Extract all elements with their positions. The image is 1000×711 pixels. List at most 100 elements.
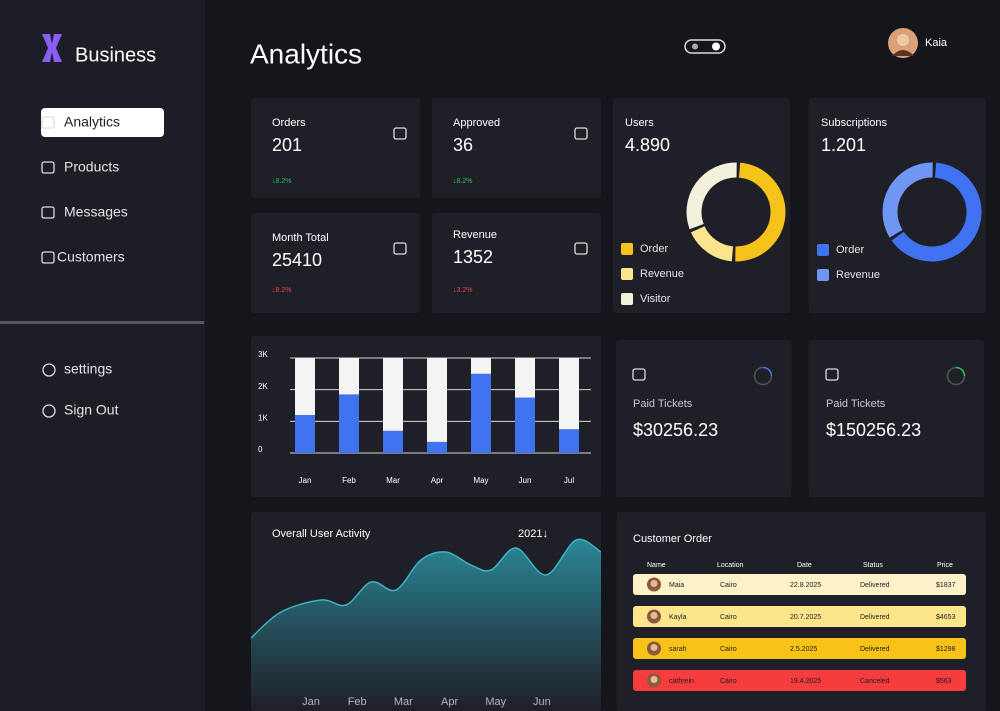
card-title: Overall User Activity — [272, 528, 371, 540]
ticket-amount: $30256.23 — [633, 420, 718, 440]
nav-active — [41, 108, 164, 137]
column-header: Status — [863, 562, 883, 569]
divider — [0, 321, 204, 324]
avatar-face — [897, 34, 909, 46]
bar-segment — [383, 430, 403, 453]
stat-icon — [574, 127, 588, 140]
row-avatar-face — [650, 612, 658, 619]
nav-item[interactable]: settings — [64, 361, 112, 377]
order-row[interactable] — [633, 606, 966, 627]
wallet-icon — [632, 368, 646, 381]
area — [251, 539, 601, 711]
x-tick-label: Jan — [299, 476, 312, 485]
nav-icon — [41, 251, 55, 264]
bar-segment — [515, 397, 535, 453]
order-cell: $563 — [936, 678, 952, 685]
avatar-body — [892, 50, 914, 56]
order-cell: Delivered — [860, 614, 890, 621]
legend-label: Order — [640, 243, 668, 255]
bar-segment — [383, 358, 403, 431]
bar-segment — [471, 373, 491, 453]
user-name[interactable]: Kaia — [925, 37, 948, 49]
bar-segment — [427, 358, 447, 442]
stat-icon — [574, 242, 588, 255]
x-tick-label: Feb — [348, 696, 367, 708]
bar-segment — [339, 394, 359, 453]
ticket-label: Paid Tickets — [826, 398, 886, 410]
donut-segment — [690, 225, 734, 262]
stat-card — [251, 213, 420, 313]
card-title: Subscriptions — [821, 117, 888, 129]
legend-swatch — [817, 244, 829, 256]
legend-label: Order — [836, 244, 864, 256]
nav-item[interactable]: Customers — [57, 249, 125, 265]
order-cell: Kayla — [669, 614, 687, 621]
nav-icon — [42, 363, 56, 377]
x-tick-label: Jan — [302, 696, 320, 708]
x-tick-label: Jun — [533, 696, 551, 708]
nav-item[interactable]: Messages — [64, 204, 128, 220]
stat-card — [251, 98, 420, 198]
order-cell: 20.7.2025 — [790, 614, 821, 621]
stat-card — [432, 213, 601, 313]
donut-segment — [686, 162, 737, 230]
ticket-card — [616, 340, 791, 497]
stat-change: ↓3.2% — [453, 287, 472, 294]
stat-card — [432, 98, 601, 198]
ticket-label: Paid Tickets — [633, 398, 693, 410]
row-avatar-face — [650, 580, 658, 587]
stat-value: 25410 — [272, 250, 322, 270]
y-tick-label: 3K — [258, 350, 268, 359]
order-cell: Cairo — [720, 678, 737, 685]
order-row[interactable] — [633, 638, 966, 659]
order-row[interactable] — [633, 670, 966, 691]
card-title: Users — [625, 117, 654, 129]
legend-label: Revenue — [640, 268, 684, 280]
bar-segment — [515, 358, 535, 398]
legend-swatch — [621, 243, 633, 255]
order-cell: 2.5.2025 — [790, 646, 817, 653]
stat-change: ↓8.2% — [453, 178, 472, 185]
x-tick-label: Jun — [519, 476, 532, 485]
x-tick-label: Mar — [394, 696, 413, 708]
bar-card — [251, 336, 601, 497]
column-header: Price — [937, 562, 953, 569]
order-cell: Cairo — [720, 646, 737, 653]
order-cell: Maia — [669, 582, 684, 589]
page-title: Analytics — [250, 38, 362, 69]
x-tick-label: May — [485, 696, 506, 708]
bar-segment — [471, 358, 491, 374]
logo — [42, 34, 62, 62]
line — [251, 538, 601, 639]
nav-item[interactable]: Analytics — [64, 114, 120, 130]
order-cell: cathrein — [669, 678, 694, 685]
nav-icon — [41, 206, 55, 219]
ticket-ring-progress — [762, 366, 773, 377]
donut-segment — [891, 162, 982, 262]
stat-icon — [393, 127, 407, 140]
y-tick-label: 2K — [258, 382, 268, 391]
bar-segment — [427, 441, 447, 453]
order-cell: 19.4.2025 — [790, 678, 821, 685]
stat-label: Orders — [272, 117, 306, 129]
legend-swatch — [621, 268, 633, 280]
donut-segment — [735, 162, 786, 262]
nav-icon — [42, 404, 56, 418]
column-header: Name — [647, 562, 666, 569]
x-tick-label: Apr — [431, 476, 444, 485]
column-header: Location — [717, 562, 744, 569]
legend-label: Visitor — [640, 293, 671, 305]
bar-segment — [559, 358, 579, 430]
donut-segment — [882, 162, 933, 238]
nav-item[interactable]: Sign Out — [64, 402, 119, 418]
nav-item[interactable]: Products — [64, 159, 119, 175]
order-row[interactable] — [633, 574, 966, 595]
y-tick-label: 0 — [258, 445, 263, 454]
card-value: 1.201 — [821, 135, 866, 155]
brand: Business — [75, 44, 156, 66]
stat-value: 1352 — [453, 247, 493, 267]
nav-icon — [41, 161, 55, 174]
bar-segment — [295, 358, 315, 415]
order-cell: Cairo — [720, 614, 737, 621]
